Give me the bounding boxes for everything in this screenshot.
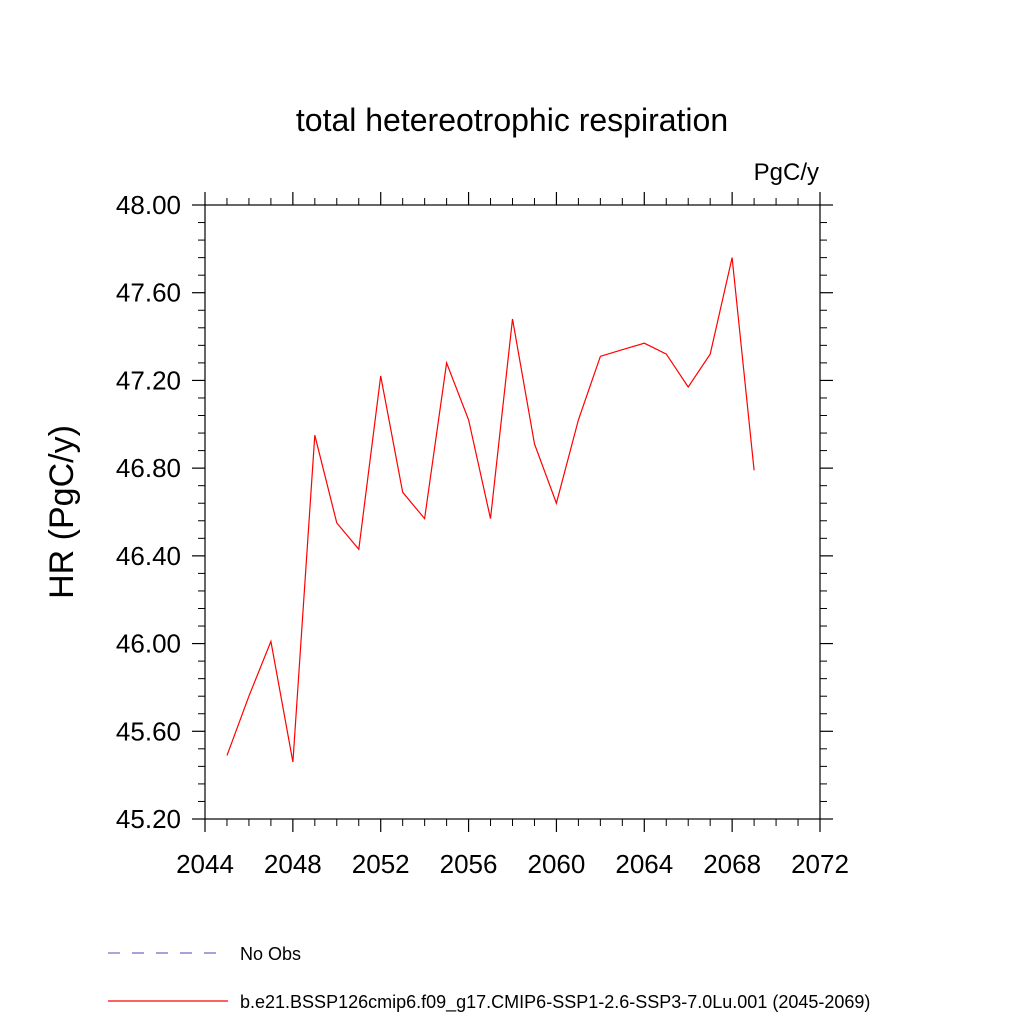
- x-tick-label: 2048: [264, 849, 322, 879]
- y-tick-label: 46.00: [116, 629, 181, 659]
- x-tick-label: 2056: [440, 849, 498, 879]
- y-axis-label: HR (PgC/y): [43, 425, 81, 599]
- chart-title: total hetereotrophic respiration: [296, 102, 728, 138]
- y-axis-ticks: 45.20 45.60 46.00 46.40 46.80 47.20 47.60 48.00: [116, 190, 833, 834]
- series-line: [226, 257, 755, 763]
- plot-border: [204, 204, 821, 820]
- y-tick-label: 47.20: [116, 365, 181, 395]
- y-tick-label: 48.00: [116, 190, 181, 220]
- x-tick-label: 2060: [528, 849, 586, 879]
- x-tick-label: 2072: [791, 849, 849, 879]
- y-tick-label: 47.60: [116, 278, 181, 308]
- x-axis-ticks: 2044 2048 2052 2056 2060 2064 2068 2072: [176, 192, 849, 879]
- x-tick-label: 2052: [352, 849, 410, 879]
- legend-label: No Obs: [240, 944, 301, 964]
- x-tick-label: 2044: [176, 849, 234, 879]
- y-tick-label: 45.20: [116, 804, 181, 834]
- y-tick-label: 46.40: [116, 541, 181, 571]
- plot-frame: [204, 204, 821, 820]
- x-tick-label: 2064: [615, 849, 673, 879]
- units-label: PgC/y: [754, 159, 819, 186]
- y-tick-label: 45.60: [116, 716, 181, 746]
- legend-label: b.e21.BSSP126cmip6.f09_g17.CMIP6-SSP1-2.…: [240, 992, 870, 1013]
- series-layer: [226, 257, 755, 763]
- y-tick-label: 46.80: [116, 453, 181, 483]
- legend: No Obs b.e21.BSSP126cmip6.f09_g17.CMIP6-S…: [108, 944, 870, 1013]
- x-tick-label: 2068: [703, 849, 761, 879]
